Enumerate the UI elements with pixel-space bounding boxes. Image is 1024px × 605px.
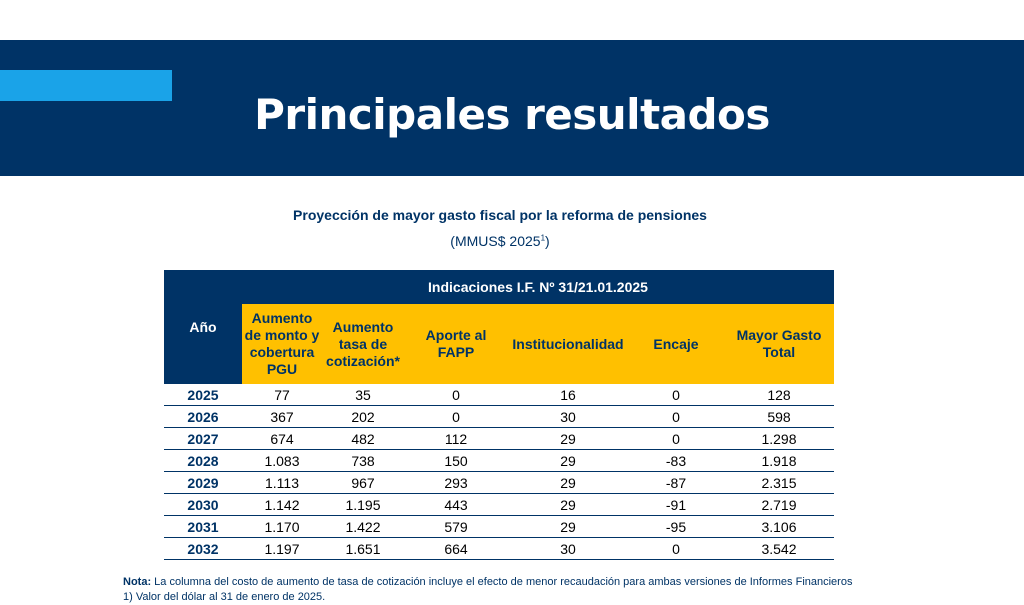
cell-year: 2026 [164, 405, 242, 428]
units-footnote-mark: 1 [540, 233, 546, 243]
cell-value: 0 [404, 405, 508, 428]
cell-value: 598 [724, 405, 834, 428]
cell-value: 30 [508, 405, 628, 428]
cell-value: 112 [404, 427, 508, 450]
note-line: Nota: La columna del costo de aumento de… [123, 575, 852, 590]
cell-year: 2028 [164, 449, 242, 472]
cell-value: 29 [508, 515, 628, 538]
table-row: 2027 674 482 112 29 0 1.298 [164, 427, 834, 450]
results-table: Año Indicaciones I.F. Nº 31/21.01.2025 A… [164, 270, 834, 560]
cell-value: 2.719 [724, 493, 834, 516]
cell-value: 738 [322, 449, 404, 472]
title-banner [0, 40, 1024, 176]
header-group: Indicaciones I.F. Nº 31/21.01.2025 [242, 270, 834, 304]
cell-value: 3.106 [724, 515, 834, 538]
cell-value: 128 [724, 384, 834, 406]
cell-value: 1.918 [724, 449, 834, 472]
cell-value: 0 [628, 537, 724, 560]
table-row: 2025 77 35 0 16 0 128 [164, 384, 834, 406]
header-col-encaje: Encaje [628, 304, 724, 384]
table-row: 2026 367 202 0 30 0 598 [164, 405, 834, 428]
cell-year: 2031 [164, 515, 242, 538]
cell-value: 482 [322, 427, 404, 450]
cell-year: 2032 [164, 537, 242, 560]
cell-value: -95 [628, 515, 724, 538]
cell-value: 293 [404, 471, 508, 494]
cell-value: 443 [404, 493, 508, 516]
units-close: ) [545, 233, 550, 249]
cell-value: 967 [322, 471, 404, 494]
cell-value: 150 [404, 449, 508, 472]
cell-value: 664 [404, 537, 508, 560]
cell-value: 29 [508, 471, 628, 494]
cell-year: 2027 [164, 427, 242, 450]
cell-value: 1.197 [242, 537, 322, 560]
cell-value: 367 [242, 405, 322, 428]
cell-value: 0 [628, 405, 724, 428]
header-year: Año [164, 270, 242, 384]
cell-value: 1.298 [724, 427, 834, 450]
table-units: (MMUS$ 20251) [0, 233, 1000, 249]
table-row: 2030 1.142 1.195 443 29 -91 2.719 [164, 493, 834, 516]
header-col-fapp: Aporte al FAPP [404, 304, 508, 384]
cell-year: 2029 [164, 471, 242, 494]
cell-value: 1.113 [242, 471, 322, 494]
cell-year: 2030 [164, 493, 242, 516]
footnotes: Nota: La columna del costo de aumento de… [123, 575, 852, 605]
cell-value: 1.142 [242, 493, 322, 516]
note-label: Nota: [123, 576, 152, 588]
table-row: 2028 1.083 738 150 29 -83 1.918 [164, 449, 834, 472]
cell-value: 1.170 [242, 515, 322, 538]
cell-value: 0 [628, 384, 724, 406]
cell-value: 29 [508, 493, 628, 516]
cell-value: 0 [628, 427, 724, 450]
cell-value: -87 [628, 471, 724, 494]
cell-value: 2.315 [724, 471, 834, 494]
cell-value: 30 [508, 537, 628, 560]
cell-year: 2025 [164, 384, 242, 406]
cell-value: 3.542 [724, 537, 834, 560]
table-title: Proyección de mayor gasto fiscal por la … [293, 207, 707, 223]
cell-value: 29 [508, 449, 628, 472]
cell-value: 1.651 [322, 537, 404, 560]
header-col-tasa: Aumento tasa de cotización* [322, 304, 404, 384]
cell-value: 674 [242, 427, 322, 450]
cell-value: 202 [322, 405, 404, 428]
cell-value: 579 [404, 515, 508, 538]
header-col-pgu: Aumento de monto y cobertura PGU [242, 304, 322, 384]
cell-value: 1.083 [242, 449, 322, 472]
cell-value: 77 [242, 384, 322, 406]
cell-value: 1.422 [322, 515, 404, 538]
cell-value: 16 [508, 384, 628, 406]
units-text: (MMUS$ 2025 [450, 233, 541, 249]
cell-value: -91 [628, 493, 724, 516]
cell-value: 35 [322, 384, 404, 406]
note-text: La columna del costo de aumento de tasa … [151, 576, 853, 588]
accent-bar [0, 70, 172, 101]
cell-value: 0 [404, 384, 508, 406]
footnote-line: 1) Valor del dólar al 31 de enero de 202… [123, 591, 326, 603]
cell-value: 29 [508, 427, 628, 450]
table-row: 2031 1.170 1.422 579 29 -95 3.106 [164, 515, 834, 538]
header-col-institucionalidad: Institucionalidad [508, 304, 628, 384]
page-title: Principales resultados [254, 90, 770, 139]
cell-value: 1.195 [322, 493, 404, 516]
header-col-total: Mayor Gasto Total [724, 304, 834, 384]
table-row: 2029 1.113 967 293 29 -87 2.315 [164, 471, 834, 494]
table-row: 2032 1.197 1.651 664 30 0 3.542 [164, 537, 834, 560]
cell-value: -83 [628, 449, 724, 472]
